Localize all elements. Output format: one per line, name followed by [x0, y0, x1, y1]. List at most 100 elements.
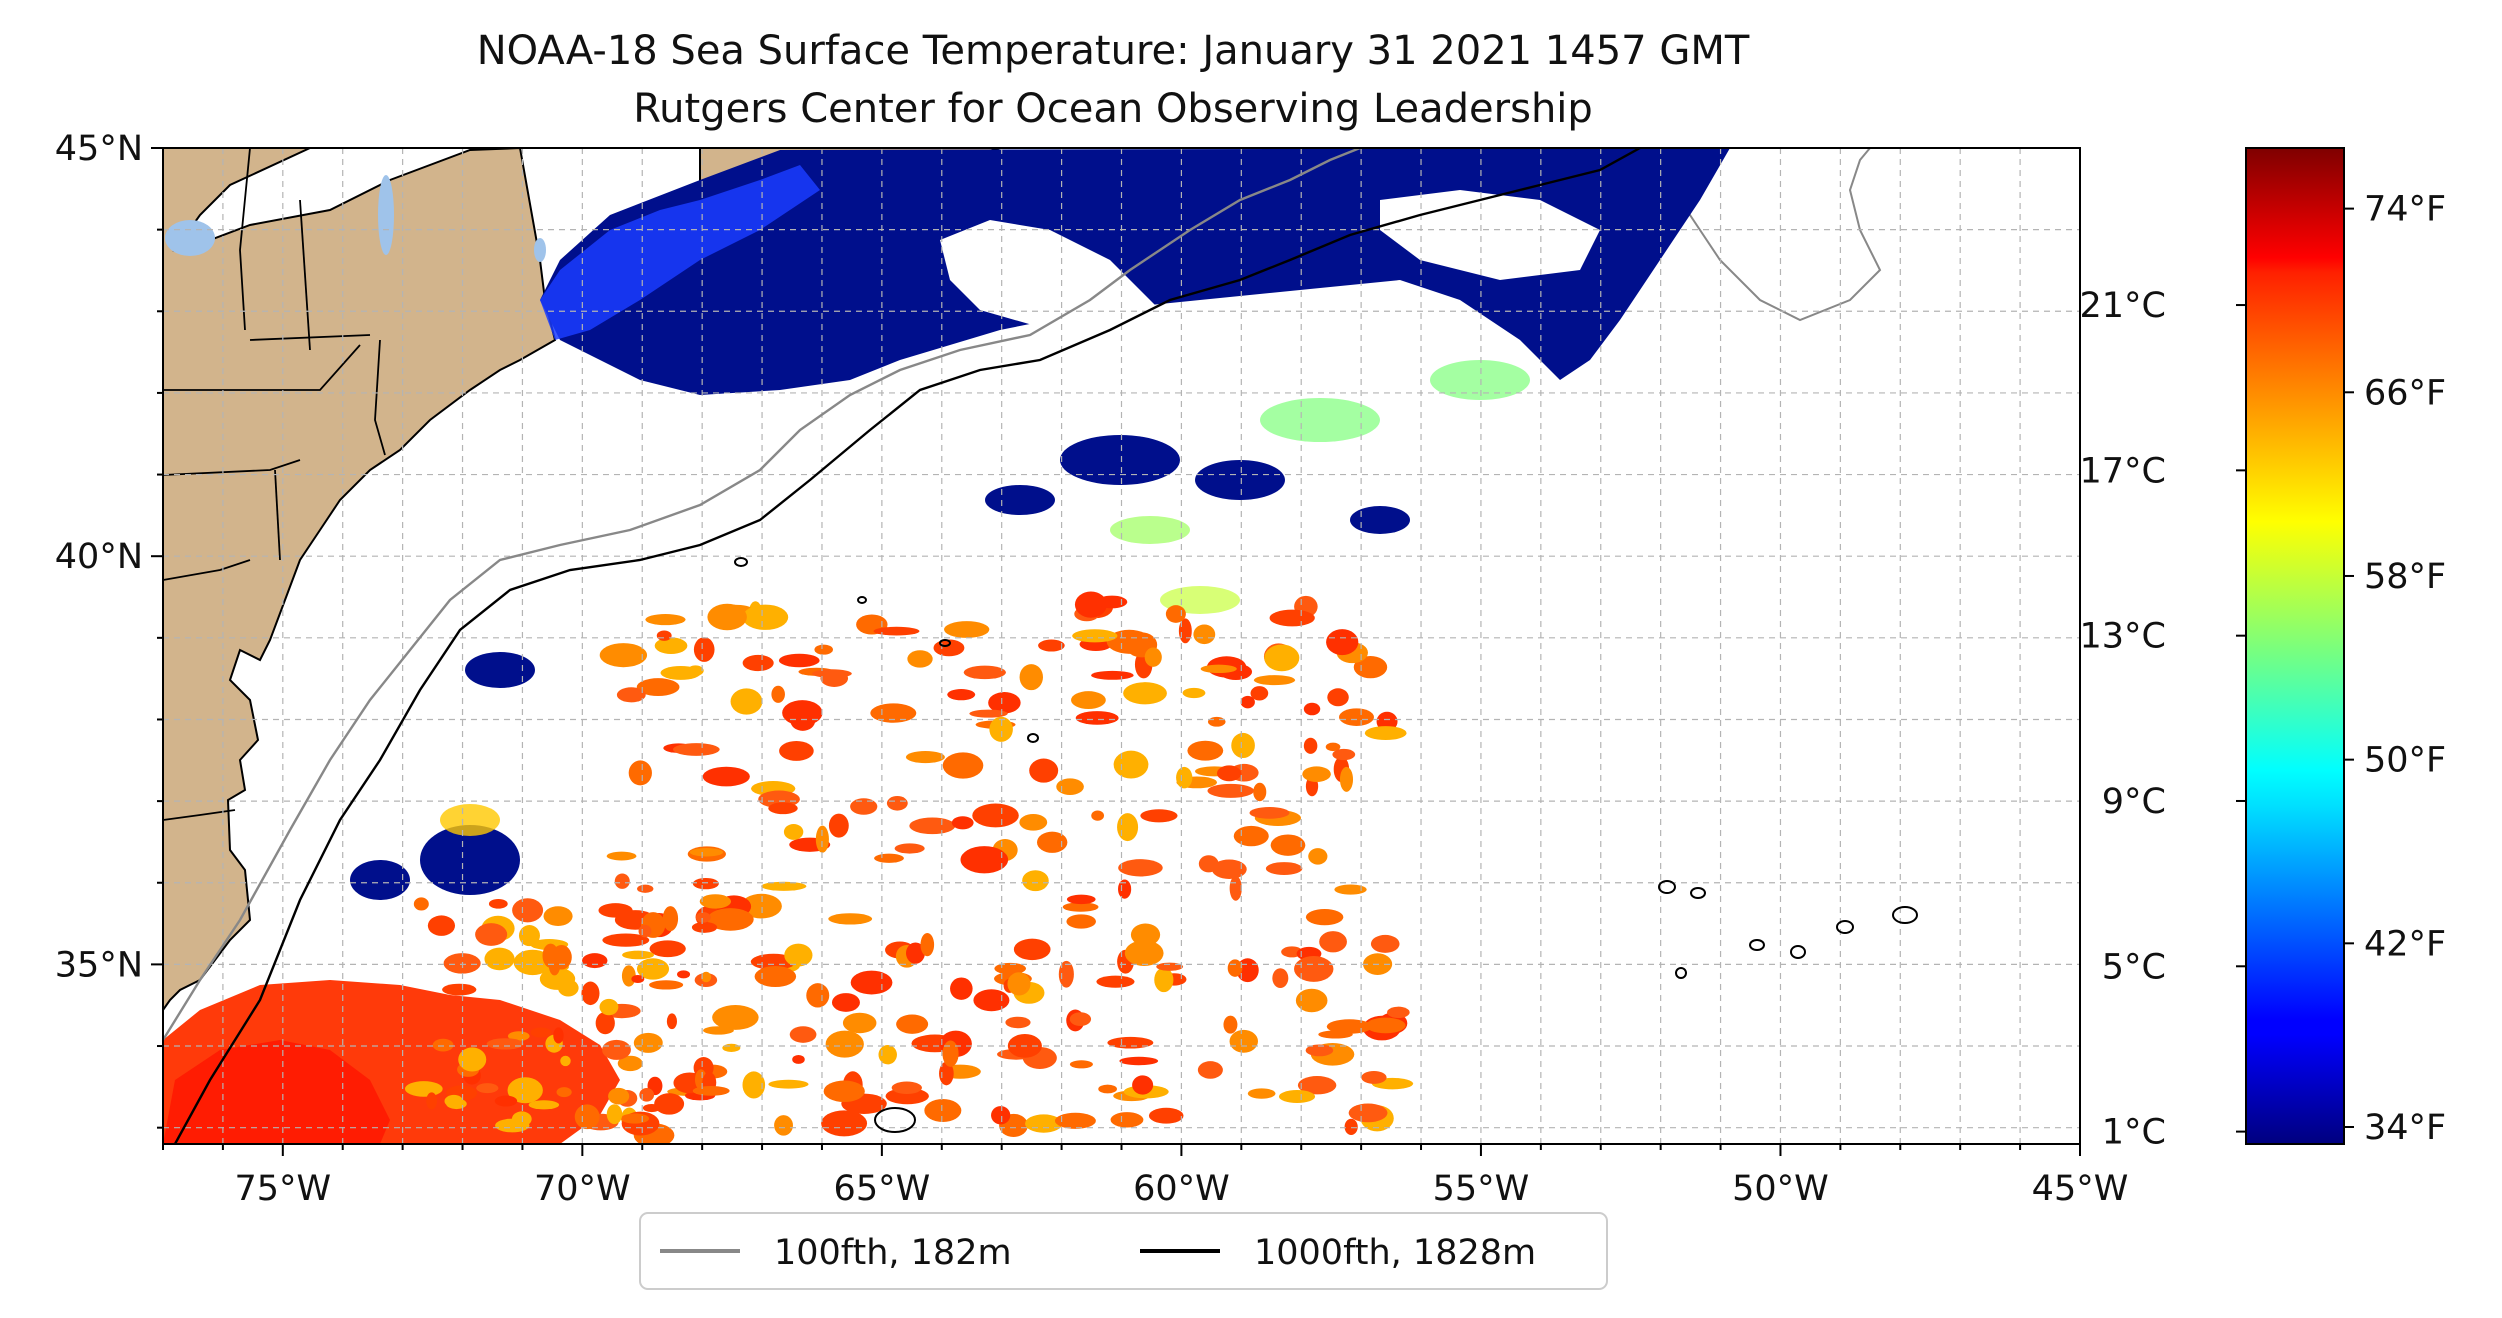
sst-warm-speckle	[850, 798, 878, 815]
sst-warm-speckle	[1193, 624, 1216, 645]
x-axis-tick-label: 45°W	[2032, 1169, 2129, 1209]
legend-1000fth-label: 1000fth, 1828m	[1254, 1233, 1536, 1273]
sst-warm-speckle	[476, 1083, 499, 1094]
sst-cool-blue	[540, 165, 820, 340]
sst-warm-speckle	[942, 1040, 959, 1067]
sst-warm-speckle	[1270, 834, 1306, 856]
colorbar-fahrenheit-label: 74°F	[2364, 190, 2446, 230]
sst-warm-speckle	[699, 894, 732, 909]
sst-warm-speckle	[1223, 1015, 1238, 1034]
sst-warm-speckle	[518, 925, 540, 947]
sst-warm-speckle	[1207, 716, 1226, 727]
sst-warm-speckle	[870, 703, 917, 723]
x-axis-tick-label: 75°W	[234, 1169, 331, 1209]
cloud-gap-east	[1380, 190, 1600, 280]
sst-warm-speckle	[1269, 609, 1315, 627]
sst-warm-speckle	[1096, 595, 1128, 609]
sst-warm-speckle	[989, 716, 1013, 742]
sst-warm-speckle	[512, 898, 544, 923]
sst-warm-speckle	[1069, 1012, 1092, 1027]
sst-warm-speckle	[905, 751, 945, 764]
sst-warm-speckle	[548, 953, 561, 976]
legend-box	[639, 1212, 1608, 1290]
sst-warm-speckle	[1297, 1076, 1337, 1095]
colorbar-celsius-labels: 21°C 17°C 13°C 9°C 5°C 1°C	[2080, 286, 2246, 1153]
sst-warm-speckle	[426, 1092, 438, 1110]
sst-warm-speckle	[1144, 647, 1162, 667]
sst-warm-speckle	[1106, 629, 1152, 654]
sst-warm-speckle	[778, 653, 820, 668]
sst-warm-speckle	[639, 1088, 655, 1102]
sst-warm-speckle	[771, 685, 785, 703]
sst-warm-patches	[404, 591, 1414, 1144]
sst-warm-speckle	[1165, 605, 1186, 623]
sst-warm-speckle	[821, 1110, 868, 1137]
sst-warm-speckle	[1123, 682, 1167, 705]
sst-warm-speckle	[823, 1080, 865, 1103]
sst-warm-speckle	[951, 816, 974, 830]
sst-warm-speckle	[831, 993, 860, 1012]
sst-warm-speckle	[1327, 688, 1349, 707]
sst-warm-speckle	[722, 1043, 741, 1052]
colorbar-celsius-label: 5°C	[2102, 947, 2166, 987]
sst-warm-speckle	[636, 678, 680, 697]
colorbar-gradient	[2245, 147, 2345, 1145]
sst-warm-speckle	[616, 687, 646, 703]
sst-warm-speckle	[1240, 695, 1255, 709]
sst-warm-speckle	[1308, 848, 1328, 865]
sst-warm-speckle	[1302, 766, 1331, 782]
sst-warm-speckle	[404, 1081, 443, 1097]
sst-warm-speckle	[969, 709, 1008, 718]
x-axis-tick-label: 65°W	[834, 1169, 931, 1209]
sst-warm-speckle	[442, 983, 477, 996]
sst-warm-speckle	[692, 877, 719, 890]
land-area	[163, 148, 557, 1012]
sst-warm-speckle	[1250, 686, 1269, 701]
sst-warm-speckle	[1325, 742, 1341, 752]
sst-warm-speckle	[645, 614, 686, 626]
sst-warm-speckle	[666, 1013, 677, 1030]
lakes	[165, 175, 546, 262]
sst-warm-speckle	[595, 1011, 615, 1035]
colorbar-fahrenheit-label: 58°F	[2364, 557, 2446, 597]
sst-warm-speckle	[1096, 975, 1135, 988]
sst-warm-speckle	[507, 1031, 530, 1041]
sst-warm-speckle	[712, 1005, 759, 1030]
sst-warm-speckle	[742, 604, 789, 630]
sst-warm-speckle	[1029, 758, 1059, 783]
sst-warm-speckle	[622, 950, 655, 960]
sst-warm-speckle	[557, 979, 579, 997]
map-title-line2: Rutgers Center for Ocean Observing Leade…	[633, 86, 1593, 132]
isobath-legend: 100fth, 182m 1000fth, 1828m	[639, 1212, 1608, 1290]
sst-warm-speckle	[1130, 923, 1161, 946]
sst-warm-speckle	[1071, 691, 1106, 709]
sst-warm-speckle	[1247, 1088, 1276, 1099]
sst-warm-speckle	[994, 962, 1026, 975]
sst-warm-speckle	[973, 989, 1010, 1012]
sst-warm-speckle	[909, 817, 956, 835]
sst-warm-speckle	[874, 853, 904, 863]
sst-warm-speckle	[1364, 726, 1407, 741]
sst-warm-speckle	[494, 1095, 518, 1107]
sst-warm-speckle	[754, 965, 797, 988]
sst-warm-speckle	[1303, 737, 1318, 754]
sst-warm-speckle	[944, 621, 990, 638]
sst-warm-speckle	[649, 980, 684, 990]
sst-warm-speckle	[1019, 814, 1048, 831]
sst-warm-speckle	[789, 1026, 817, 1043]
isobath-1000fth	[173, 148, 1641, 1144]
map-title-line1: NOAA-18 Sea Surface Temperature: January…	[477, 28, 1750, 74]
latitude-axis: 45°N 40°N 35°N	[55, 129, 163, 1129]
sst-warm-speckle	[1107, 1036, 1154, 1049]
sst-warm-speckle	[495, 1118, 530, 1133]
sst-warm-speckle	[1176, 766, 1193, 789]
isobath-100fth	[163, 148, 1361, 1041]
colorbar: 21°C 17°C 13°C 9°C 5°C 1°C 74°F 66°F 58°F 50°F 42…	[2080, 147, 2446, 1153]
sst-warm-speckle	[707, 603, 747, 631]
y-axis-tick-label: 35°N	[55, 945, 143, 985]
sst-warm-speckle	[960, 846, 1009, 874]
sst-warm-speckle	[691, 921, 718, 933]
sst-warm-speckle	[1264, 644, 1300, 672]
sst-warm-speckle	[1066, 914, 1096, 929]
colorbar-celsius-label: 13°C	[2080, 617, 2166, 657]
